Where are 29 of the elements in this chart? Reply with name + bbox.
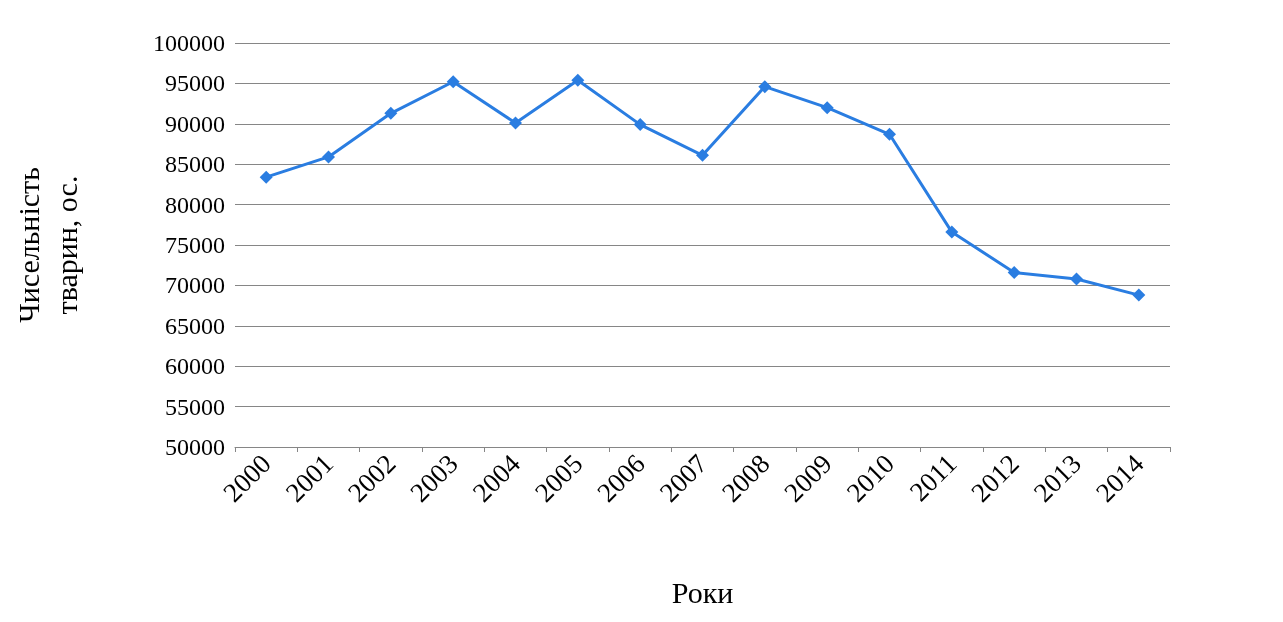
point: [1070, 272, 1083, 286]
point: [820, 101, 834, 115]
y-tick-label: 75000: [165, 232, 225, 258]
y-tick-label: 70000: [165, 272, 225, 299]
y-tick-label: 50000: [165, 434, 225, 460]
y-tick-label: 95000: [165, 70, 225, 97]
y-tick-label: 60000: [165, 353, 225, 380]
point: [945, 225, 959, 239]
point: [1132, 288, 1146, 302]
y-tick-label: 85000: [165, 151, 225, 178]
point: [322, 150, 335, 164]
point: [696, 148, 709, 162]
point: [1007, 265, 1021, 279]
y-tick-label: 100000: [153, 30, 225, 56]
y-tick-label: 90000: [165, 110, 225, 137]
point: [509, 116, 522, 130]
x-tick-label: 2011: [903, 448, 963, 508]
y-tick-label: 65000: [165, 312, 225, 339]
y-axis-title: Чисельність тварин, ос.: [11, 167, 83, 323]
point: [259, 170, 273, 184]
point: [633, 118, 647, 132]
point: [571, 73, 585, 87]
point: [883, 127, 896, 141]
x-axis-title: Роки: [671, 575, 734, 609]
point: [384, 106, 398, 120]
y-tick-label: 80000: [165, 191, 225, 218]
y-tick-label: 55000: [165, 393, 225, 420]
point: [446, 75, 460, 89]
point: [758, 80, 772, 94]
